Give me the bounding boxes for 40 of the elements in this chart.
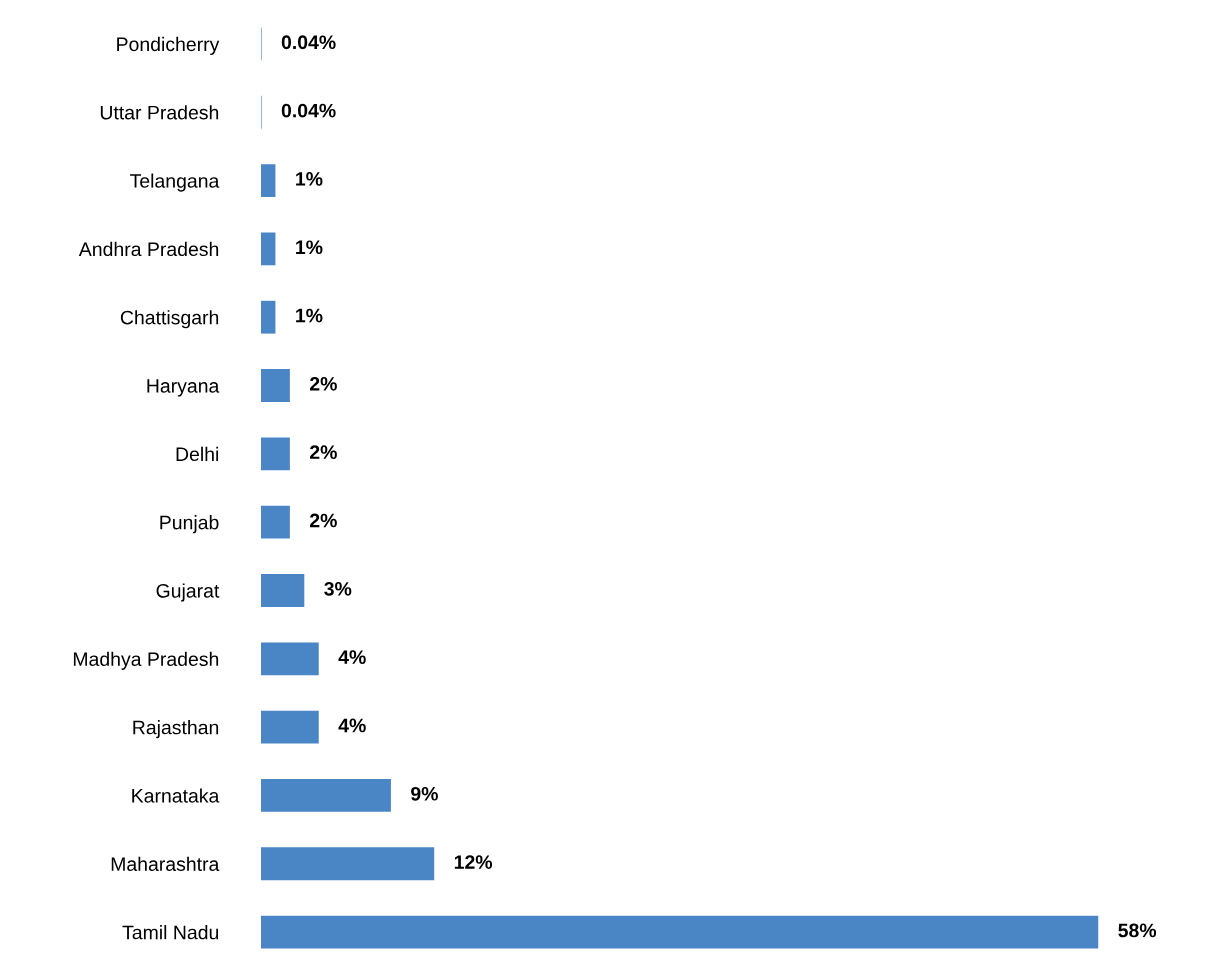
bar [261, 369, 290, 402]
y-tick-label: Delhi [176, 446, 219, 462]
y-tick-label: Madhya Pradesh [73, 651, 219, 670]
bar [261, 779, 391, 812]
y-tick-label: Punjab [160, 515, 219, 534]
data-label: 1% [296, 308, 323, 323]
data-label: 2% [309, 445, 337, 460]
y-tick-label: Haryana [147, 379, 220, 397]
y-tick-label: Chattisgarh [120, 310, 219, 329]
y-tick-label: Tamil Nadu [122, 925, 219, 940]
y-tick-label: Pondicherry [117, 36, 220, 55]
y-tick-label: Maharashtra [111, 856, 220, 871]
bar [261, 300, 276, 334]
y-tick-label: Telangana [130, 173, 220, 192]
data-label: 4% [338, 650, 366, 664]
data-label: 58% [1118, 923, 1157, 938]
data-label: 1% [296, 172, 323, 186]
data-label: 9% [411, 786, 438, 801]
bar [261, 232, 276, 266]
y-tick-label: Rajasthan [133, 720, 219, 739]
bar [261, 164, 276, 197]
data-label: 3% [324, 581, 352, 596]
data-label: 0.04% [281, 35, 336, 50]
data-label: 1% [296, 240, 323, 255]
bar [261, 915, 1099, 949]
y-tick-label: Gujarat [156, 583, 220, 602]
bar [261, 437, 290, 471]
bar [261, 642, 319, 676]
bar [261, 710, 319, 744]
data-label: 12% [454, 855, 493, 869]
bar [261, 574, 305, 607]
y-tick-label: Andhra Pradesh [78, 241, 219, 257]
bar [261, 847, 435, 881]
bar [261, 505, 290, 539]
data-label: 0.04% [281, 103, 336, 118]
data-label: 4% [338, 718, 366, 733]
y-tick-label: Karnataka [132, 788, 220, 803]
data-label: 2% [309, 513, 337, 528]
y-tick-label: Uttar Pradesh [100, 105, 219, 120]
data-label: 2% [309, 376, 337, 391]
